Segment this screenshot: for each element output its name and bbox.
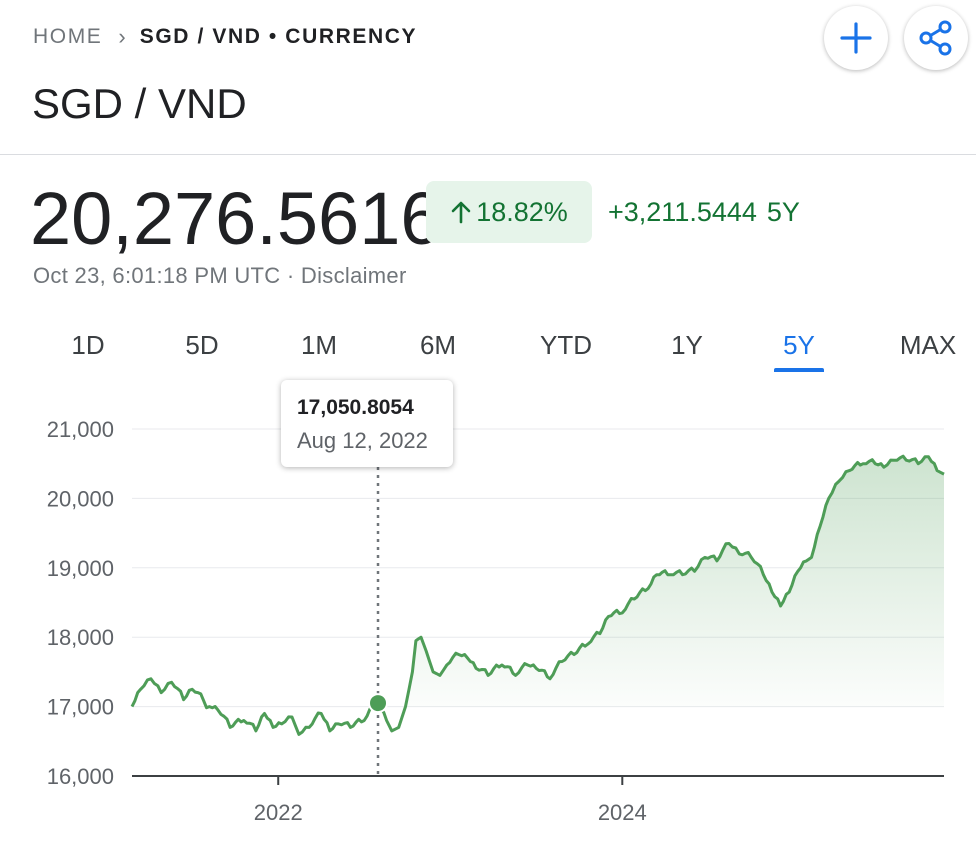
share-icon xyxy=(919,20,952,56)
y-tick-label: 21,000 xyxy=(47,417,114,442)
y-tick-label: 18,000 xyxy=(47,625,114,650)
absolute-change-value: +3,211.5444 xyxy=(608,197,757,227)
timestamp: Oct 23, 6:01:18 PM UTC · Disclaimer xyxy=(33,263,407,288)
hover-point xyxy=(368,693,389,714)
absolute-change: +3,211.5444 5Y xyxy=(608,197,810,228)
active-tab-indicator xyxy=(774,368,824,372)
plus-icon xyxy=(840,22,872,54)
series-area xyxy=(378,456,944,707)
tab-ytd[interactable]: YTD xyxy=(540,330,592,360)
header-divider xyxy=(0,154,976,155)
chart-tooltip: 17,050.8054 Aug 12, 2022 xyxy=(281,380,453,467)
tooltip-value: 17,050.8054 xyxy=(297,396,414,419)
page-title: SGD / VND xyxy=(32,80,247,127)
percent-change-value: 18.82% xyxy=(476,196,568,227)
add-button[interactable] xyxy=(824,6,888,70)
y-tick-label: 20,000 xyxy=(47,486,114,511)
breadcrumb: HOME › SGD / VND • CURRENCY xyxy=(33,24,417,50)
price-chart[interactable]: 16,000 17,000 18,000 19,000 20,000 21,000 2022… xyxy=(0,400,976,866)
tab-1m[interactable]: 1M xyxy=(300,330,338,360)
tab-5y[interactable]: 5Y xyxy=(783,330,815,360)
x-tick-label: 2024 xyxy=(598,800,647,825)
breadcrumb-current: SGD / VND • CURRENCY xyxy=(139,25,418,48)
tab-max[interactable]: MAX xyxy=(899,330,957,360)
tab-1y[interactable]: 1Y xyxy=(671,330,703,360)
breadcrumb-home-link[interactable]: HOME xyxy=(33,25,103,48)
change-period: 5Y xyxy=(766,197,800,227)
x-tick-label: 2022 xyxy=(254,800,303,825)
y-tick-label: 17,000 xyxy=(47,695,114,720)
tab-5d[interactable]: 5D xyxy=(185,330,219,360)
y-tick-label: 16,000 xyxy=(47,764,114,789)
tab-6m[interactable]: 6M xyxy=(419,330,457,360)
chevron-right-icon: › xyxy=(118,24,126,49)
arrow-up-icon xyxy=(451,201,471,224)
range-tabs: 1D 5D 1M 6M YTD 1Y 5Y MAX xyxy=(0,330,976,380)
share-button[interactable] xyxy=(904,6,968,70)
tooltip-date: Aug 12, 2022 xyxy=(297,428,428,453)
percent-change-badge: 18.82% xyxy=(426,181,592,243)
series-line xyxy=(130,454,945,736)
current-price: 20,276.5616 xyxy=(30,177,442,260)
y-tick-label: 19,000 xyxy=(47,556,114,581)
tab-1d[interactable]: 1D xyxy=(71,330,105,360)
